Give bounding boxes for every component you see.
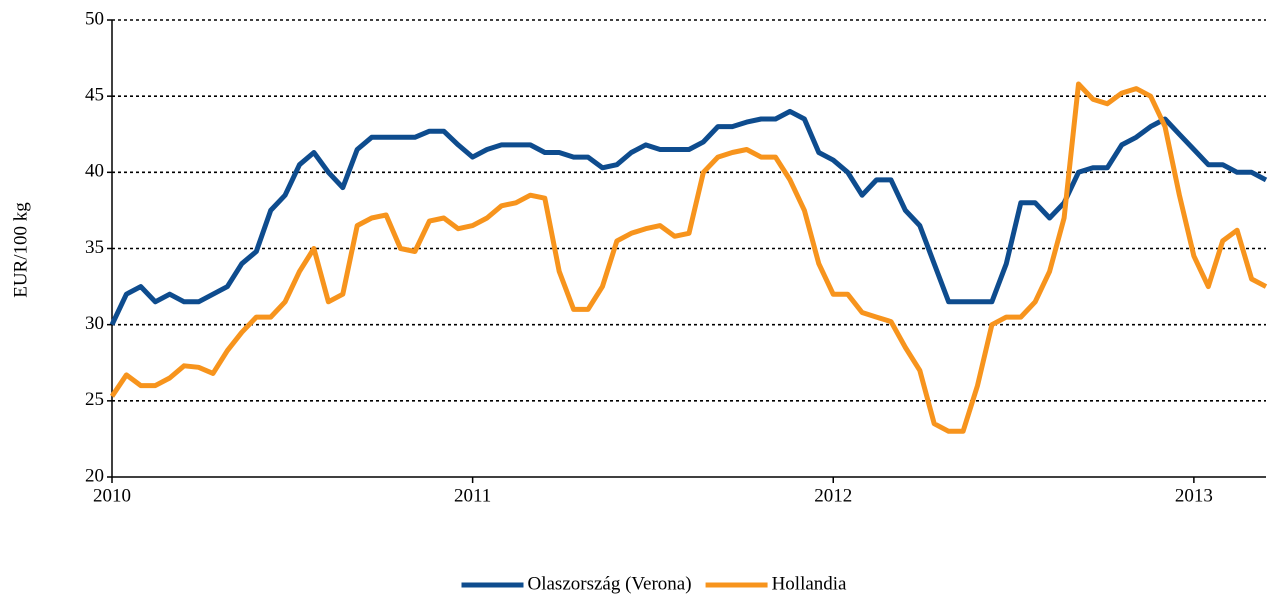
y-tick-label: 40 — [85, 161, 104, 182]
series-line — [109, 81, 1268, 434]
legend: Olaszország (Verona) Hollandia — [461, 573, 847, 594]
y-tick-label: 25 — [85, 389, 104, 410]
y-axis-label: EUR/100 kg — [10, 202, 31, 298]
y-tick-label: 30 — [85, 313, 104, 334]
series-line — [109, 108, 1268, 326]
y-tick-label: 20 — [85, 465, 104, 486]
y-tick-label: 35 — [85, 237, 104, 258]
legend-label: Hollandia — [772, 573, 847, 594]
y-tick-label: 50 — [85, 8, 104, 29]
y-tick-label: 45 — [85, 85, 104, 106]
x-tick-label: 2012 — [814, 485, 852, 506]
x-tick-label: 2013 — [1175, 485, 1213, 506]
legend-label: Olaszország (Verona) — [528, 573, 692, 594]
x-tick-label: 2010 — [93, 485, 131, 506]
x-tick-label: 2011 — [454, 485, 491, 506]
